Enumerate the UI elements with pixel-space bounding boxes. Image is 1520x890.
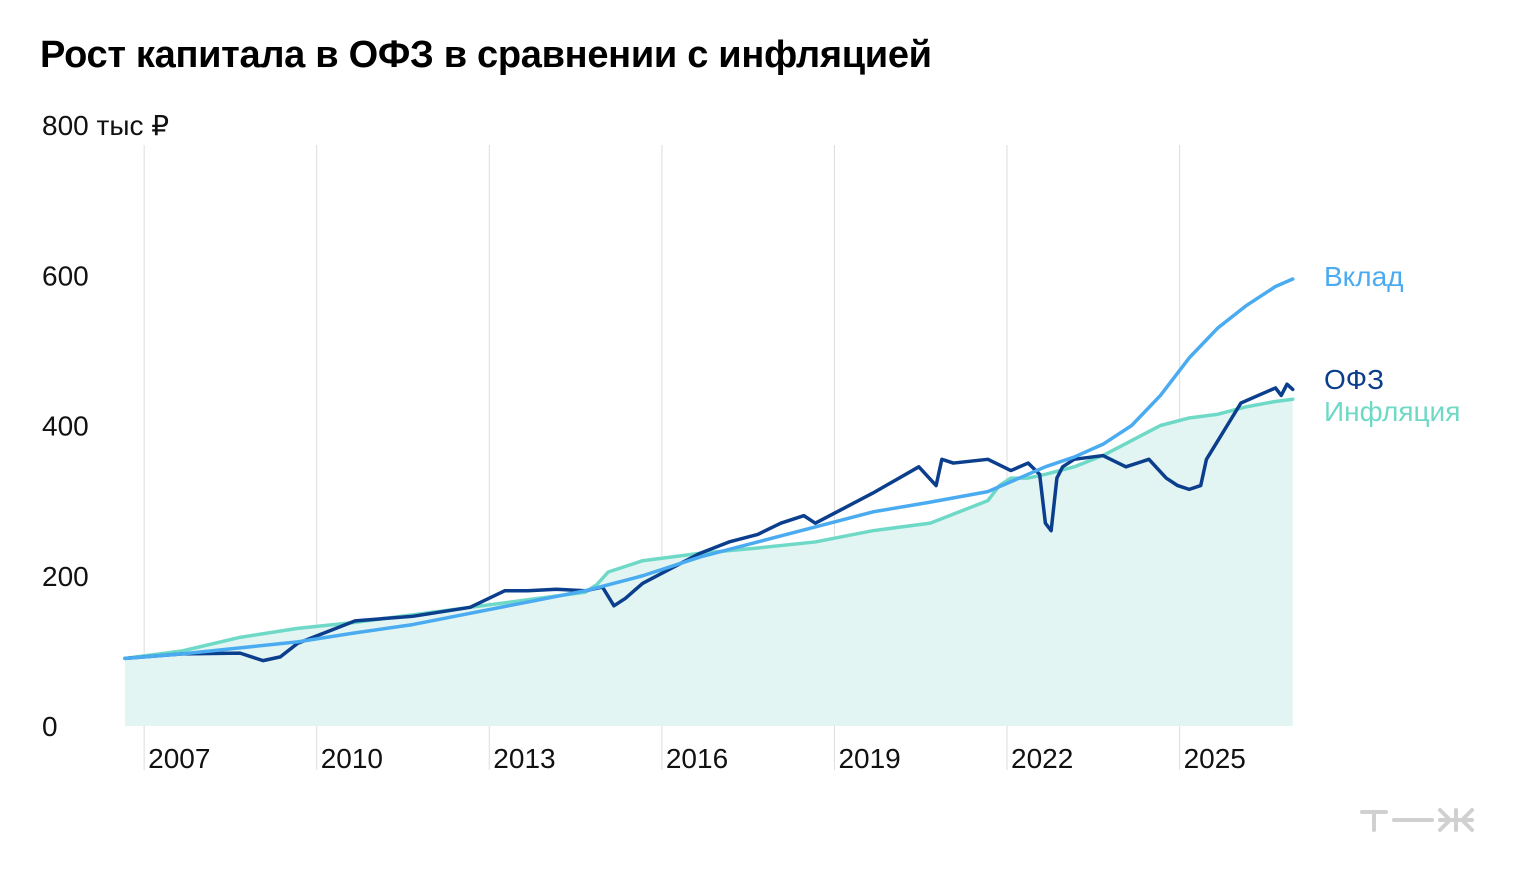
inflation-area-layer [125, 399, 1293, 726]
tzh-logo [1360, 806, 1480, 841]
legend-deposit: Вклад [1324, 261, 1404, 292]
y-tick-label-800: 800 тыс ₽ [42, 110, 169, 141]
x-tick-label-2013: 2013 [493, 743, 555, 774]
x-tick-label-2007: 2007 [148, 743, 210, 774]
inflation-area [125, 399, 1293, 726]
x-tick-label-2019: 2019 [838, 743, 900, 774]
tzh-logo-icon [1360, 808, 1474, 832]
x-tick-label-2010: 2010 [321, 743, 383, 774]
y-tick-label-200: 200 [42, 561, 89, 592]
series-lines [123, 277, 1295, 663]
chart-title: Рост капитала в ОФЗ в сравнении с инфляц… [40, 34, 932, 76]
legend-ofz: ОФЗ [1324, 364, 1384, 395]
x-tick-label-2025: 2025 [1184, 743, 1246, 774]
y-tick-label-0: 0 [42, 711, 58, 742]
deposit-line [123, 277, 1295, 661]
y-tick-label-400: 400 [42, 411, 89, 442]
legend-inflation: Инфляция [1324, 396, 1460, 427]
y-axis-labels: 0 200 400 600 800 тыс ₽ [42, 110, 169, 742]
ofz-line [123, 382, 1295, 663]
x-tick-label-2016: 2016 [666, 743, 728, 774]
y-tick-label-600: 600 [42, 260, 89, 291]
x-tick-label-2022: 2022 [1011, 743, 1073, 774]
x-axis-labels: 2007 2010 2013 2016 2019 2022 2025 [148, 743, 1246, 774]
